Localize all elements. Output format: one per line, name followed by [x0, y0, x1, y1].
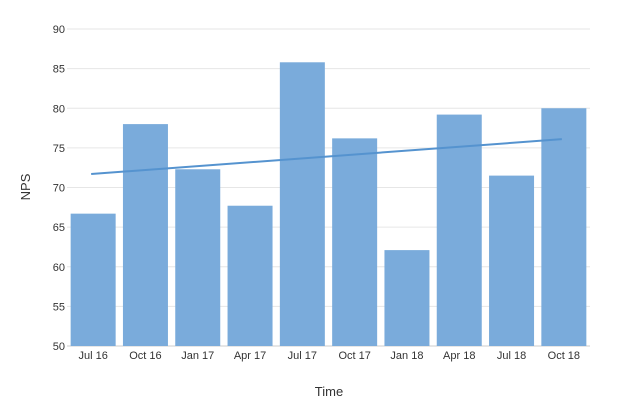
x-tick-label-jul-16: Jul 16 [78, 350, 107, 362]
bar-oct-18[interactable] [541, 108, 587, 346]
bars [70, 62, 587, 346]
bar-jan-18[interactable] [384, 250, 430, 346]
x-tick-label-oct-16: Oct 16 [129, 350, 161, 362]
y-axis-ticks: 50 55 60 65 70 75 80 85 90 [53, 24, 65, 353]
x-axis-title: Time [315, 384, 343, 399]
y-tick-label-50: 50 [53, 341, 65, 353]
bar-jan-17[interactable] [175, 169, 221, 346]
trend-line-group [91, 138, 562, 176]
y-tick-label-75: 75 [53, 143, 65, 155]
y-tick-label-85: 85 [53, 64, 65, 76]
x-tick-label-jan-17: Jan 17 [181, 350, 214, 362]
bar-jul-17[interactable] [279, 62, 325, 346]
bar-apr-17[interactable] [227, 205, 273, 346]
y-tick-label-70: 70 [53, 183, 65, 195]
bar-jul-18[interactable] [489, 175, 535, 346]
y-tick-label-80: 80 [53, 103, 65, 115]
x-tick-label-jul-18: Jul 18 [497, 350, 526, 362]
x-tick-label-oct-17: Oct 17 [338, 350, 370, 362]
x-tick-label-apr-18: Apr 18 [443, 350, 475, 362]
bar-apr-18[interactable] [436, 114, 482, 346]
y-tick-label-65: 65 [53, 222, 65, 234]
x-axis-ticks: Jul 16 Oct 16 Jan 17 Apr 17 Jul 17 Oct 17 Jan … [78, 350, 580, 362]
bar-oct-17[interactable] [332, 138, 378, 346]
bar-jul-16[interactable] [70, 213, 116, 346]
bar-oct-16[interactable] [122, 124, 168, 346]
x-tick-label-apr-17: Apr 17 [234, 350, 266, 362]
x-tick-label-oct-18: Oct 18 [548, 350, 580, 362]
y-tick-label-60: 60 [53, 262, 65, 274]
y-tick-label-55: 55 [53, 301, 65, 313]
x-tick-label-jan-18: Jan 18 [390, 350, 423, 362]
trend-line [91, 138, 562, 176]
x-tick-label-jul-17: Jul 17 [288, 350, 317, 362]
y-tick-label-90: 90 [53, 24, 65, 36]
y-axis-title: NPS [18, 173, 33, 200]
